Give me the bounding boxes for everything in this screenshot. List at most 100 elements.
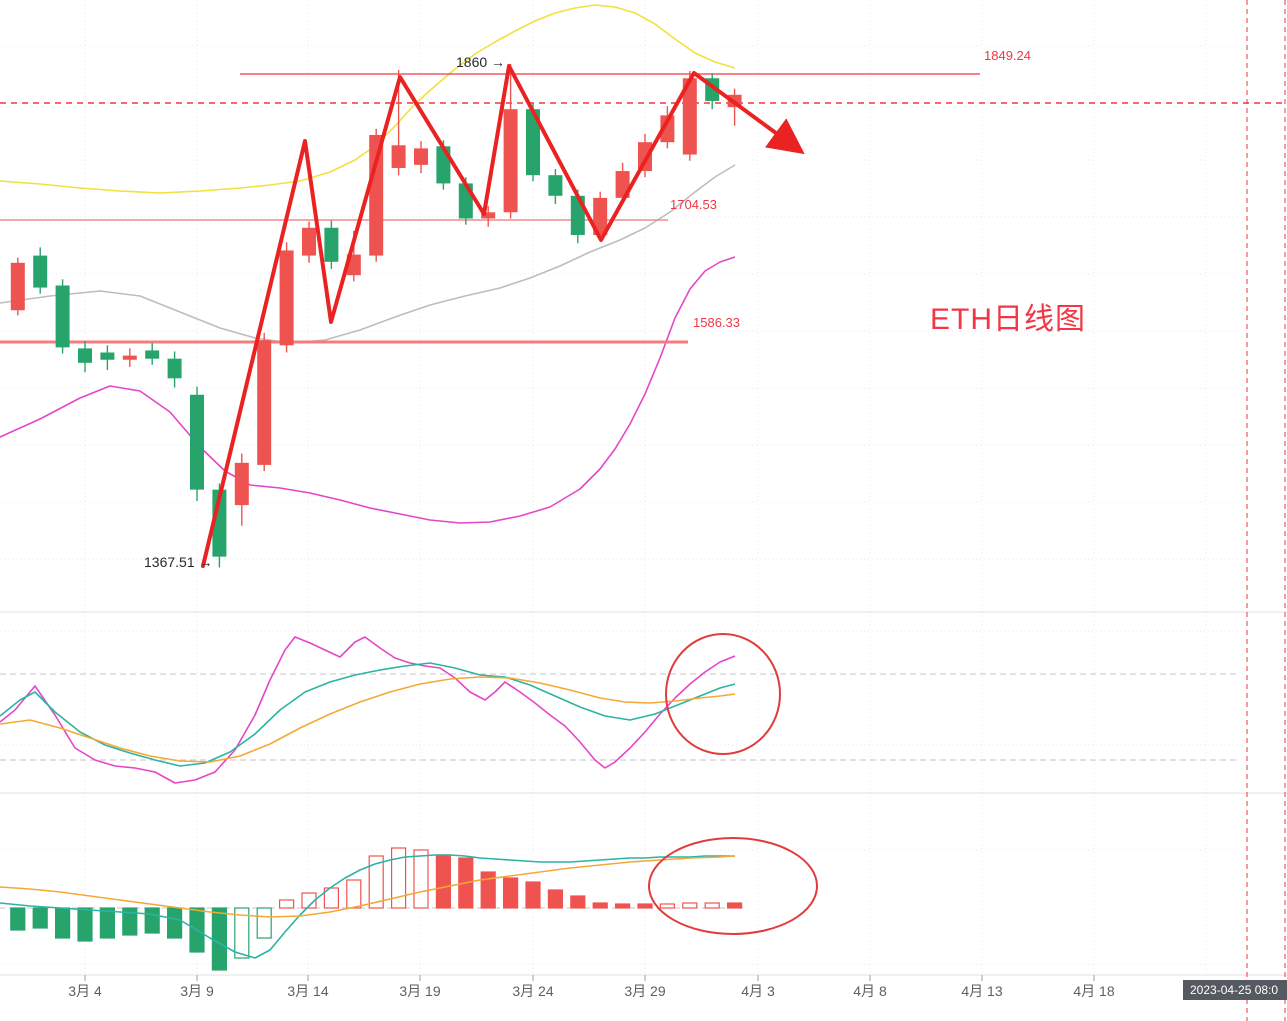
macd-histogram-bar[interactable] [637,903,653,909]
candle[interactable] [548,168,563,205]
candle-body [234,462,249,506]
candle[interactable] [145,343,160,365]
macd-histogram-bar[interactable] [211,907,227,971]
macd-histogram-bar[interactable] [726,902,743,909]
price-level-label: 1849.24 [984,48,1031,63]
x-axis-label[interactable]: 3月 19 [399,983,440,999]
candle-body [682,78,697,155]
oscillator-teal-line [0,662,736,767]
macd-histogram-bar[interactable] [10,907,26,931]
macd-histogram-bar[interactable] [122,907,138,936]
macd-histogram-bar[interactable] [547,889,564,909]
candle-body [55,285,70,348]
candle[interactable] [190,386,204,501]
candle[interactable] [302,221,316,263]
candle[interactable] [100,345,115,371]
candle-body [78,348,92,363]
candle-body [503,109,518,213]
candle[interactable] [682,71,697,161]
candle[interactable] [660,106,675,149]
candle-body [33,255,48,288]
price-callout-label: 1860 → [456,54,505,70]
mid-band-line [0,164,736,344]
candle[interactable] [503,63,518,219]
macd-histogram-bar[interactable] [614,903,631,909]
candle-body [190,394,204,490]
candle[interactable] [78,341,92,373]
candle[interactable] [257,332,272,472]
macd-histogram-bar[interactable] [77,907,93,942]
circle-annotation[interactable] [665,633,781,755]
candle-body [324,227,339,262]
macd-histogram-bar[interactable] [167,907,183,939]
candle-body [122,355,137,360]
x-axis-label[interactable]: 3月 14 [287,983,328,999]
candle-body [526,109,540,176]
macd-histogram-bar[interactable] [704,902,720,909]
macd-histogram-bar[interactable] [435,854,451,909]
macd-histogram-bar[interactable] [234,907,250,959]
candle-body [279,250,294,346]
macd-histogram-bar[interactable] [659,903,676,909]
candle[interactable] [167,351,182,388]
price-level-label: 1704.53 [670,197,717,212]
timestamp-badge: 2023-04-25 08:0 [1183,980,1287,1000]
x-axis-label[interactable]: 3月 24 [512,983,553,999]
candle-body [100,352,115,360]
trend-zigzag-annotation[interactable] [201,64,805,568]
oscillator-magenta-line [0,636,736,784]
macd-histogram-bar[interactable] [301,892,317,909]
candle-body [414,148,428,165]
x-axis-label[interactable]: 3月 4 [68,983,102,999]
macd-histogram-bar[interactable] [279,899,295,909]
macd-histogram-bar[interactable] [144,907,160,934]
candle[interactable] [279,242,294,353]
macd-histogram-bar[interactable] [391,847,407,909]
circle-annotation[interactable] [648,837,818,935]
candle[interactable] [122,348,137,367]
macd-histogram-bar[interactable] [256,907,272,939]
upper-band-line [0,4,736,194]
macd-histogram-bar[interactable] [346,879,362,909]
candle-body [369,134,384,256]
macd-histogram-bar[interactable] [99,907,116,939]
macd-histogram-bar[interactable] [570,895,586,909]
candle-body [436,146,451,184]
candle[interactable] [414,141,428,174]
lower-band-line [0,256,736,524]
candle[interactable] [593,191,608,242]
macd-histogram-bar[interactable] [480,871,496,909]
macd-histogram-bar[interactable] [54,907,71,939]
macd-histogram-bar[interactable] [413,849,429,909]
x-axis-label[interactable]: 4月 3 [741,983,775,999]
candle-body [10,262,25,311]
macd-histogram-bar[interactable] [525,881,541,909]
candle-body [167,358,182,379]
candle[interactable] [33,247,48,294]
macd-histogram-bar[interactable] [682,902,698,909]
candle[interactable] [324,220,339,270]
oscillator-orange-line [0,676,736,763]
chart-watermark-title: ETH日线图 [930,303,1086,336]
x-axis-label[interactable]: 4月 8 [853,983,887,999]
candle[interactable] [234,453,249,526]
macd-histogram-bar[interactable] [503,877,519,909]
candle[interactable] [481,206,496,227]
candle-body [257,340,272,465]
candle-body [481,212,496,219]
candle[interactable] [526,103,540,182]
candle-body [145,350,160,359]
macd-histogram-bar[interactable] [592,902,608,909]
x-axis-label[interactable]: 4月 18 [1073,983,1114,999]
candle[interactable] [55,279,70,354]
price-level-label: 1586.33 [693,315,740,330]
x-axis-label[interactable]: 4月 13 [961,983,1002,999]
candle[interactable] [10,257,25,316]
macd-histogram-bar[interactable] [368,855,384,909]
x-axis-label[interactable]: 3月 9 [180,983,214,999]
macd-histogram-bar[interactable] [32,907,48,929]
candle-body [660,115,675,143]
x-axis-label[interactable]: 3月 29 [624,983,665,999]
candle[interactable] [369,128,384,262]
